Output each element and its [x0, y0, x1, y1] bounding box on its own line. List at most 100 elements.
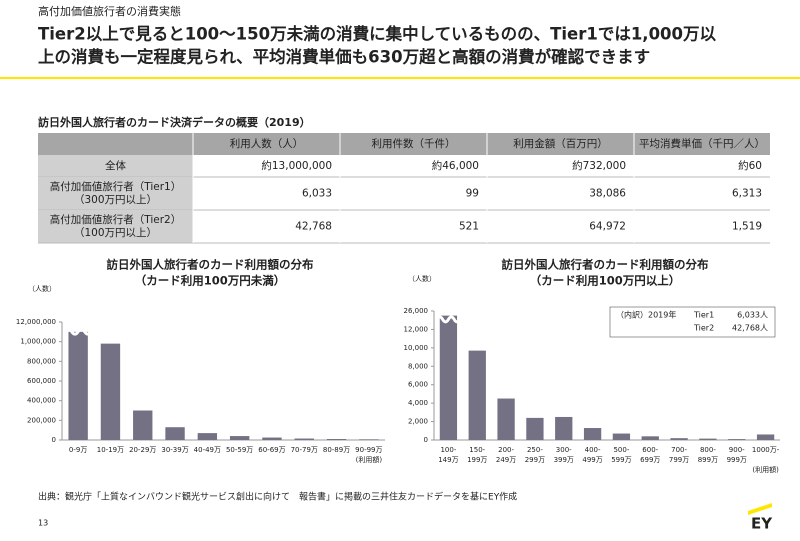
accent-line — [0, 77, 800, 79]
annotation-box — [609, 306, 776, 338]
cell: 約732,000 — [572, 159, 626, 172]
x-tick-label: 70-79万 — [291, 446, 318, 454]
y-axis-label: （人数） — [28, 284, 56, 293]
y-tick-label: 4,000 — [408, 399, 428, 407]
column-header: 利用金額（百万円） — [513, 137, 608, 150]
chart-title: 訪日外国人旅行者のカード利用額の分布 — [502, 258, 709, 272]
x-tick-label: 10-19万 — [97, 446, 124, 454]
x-tick-label: 700-799万 — [669, 446, 689, 464]
x-tick-label: 1000万- — [752, 446, 780, 454]
page-number: 13 — [38, 519, 48, 528]
bar — [670, 438, 688, 440]
bar — [756, 434, 775, 440]
annotation-heading: （内訳）2019年 — [616, 310, 676, 320]
table-header-bg — [38, 133, 770, 155]
x-tick-label: 30-39万 — [161, 446, 188, 454]
x-tick-label: 100-149万 — [438, 446, 458, 464]
y-tick-label: 400,000 — [27, 397, 56, 405]
x-tick-label: 40-49万 — [194, 446, 221, 454]
cell: 1,519 — [732, 221, 762, 233]
y-tick-label: 2,000 — [408, 418, 428, 426]
bar — [165, 427, 185, 440]
annotation-name: Tier2 — [693, 324, 714, 333]
x-axis-label: (利用額) — [356, 455, 383, 464]
cell: 99 — [466, 188, 479, 200]
cell: 約46,000 — [432, 159, 479, 172]
x-tick-label: 600-699万 — [640, 446, 660, 464]
x-tick-label: 300-399万 — [554, 446, 574, 464]
column-header: 利用件数（千件） — [372, 137, 456, 150]
y-tick-label: 1,000,000 — [20, 338, 56, 346]
bar — [359, 439, 379, 440]
cell: 6,033 — [302, 188, 332, 200]
y-tick-label: 26,000 — [404, 307, 429, 315]
logo-mark — [748, 503, 772, 515]
logo: EY — [751, 515, 773, 533]
bar — [100, 343, 121, 440]
cell: 38,086 — [589, 188, 626, 200]
x-tick-label: 150-199万 — [467, 446, 487, 464]
bar — [612, 433, 631, 440]
bar — [728, 439, 746, 440]
bar — [229, 436, 250, 440]
column-header: 利用人数（人） — [230, 137, 304, 150]
row-label-bg — [38, 210, 193, 243]
cell: 521 — [459, 221, 479, 233]
row-label-bg — [38, 177, 193, 210]
axis-break — [435, 315, 462, 324]
cell: 64,972 — [589, 221, 626, 233]
bar — [699, 438, 717, 440]
bar — [326, 439, 347, 440]
x-tick-label: 250-299万 — [525, 446, 545, 464]
cell: 約60 — [738, 159, 762, 172]
chart-title: 訪日外国人旅行者のカード利用額の分布 — [107, 258, 314, 272]
x-tick-label: 60-69万 — [258, 446, 285, 454]
bar — [468, 350, 486, 440]
y-tick-label: 8,000 — [408, 362, 428, 370]
x-tick-label: 20-29万 — [129, 446, 156, 454]
x-tick-label: 90-99万 — [355, 446, 382, 454]
axis-break — [63, 327, 93, 336]
x-tick-label: 50-59万 — [226, 446, 253, 454]
table-title: 訪日外国人旅行者のカード決済データの概要（2019） — [38, 115, 311, 129]
y-tick-label: 600,000 — [27, 377, 56, 385]
x-tick-label: 200-249万 — [496, 446, 516, 464]
bar — [439, 315, 458, 440]
row-label: （300万円以上） — [74, 194, 157, 206]
row-label: 高付加価値旅行者（Tier2） — [50, 213, 181, 226]
bar — [68, 331, 88, 440]
y-tick-label: 12,000 — [404, 325, 429, 333]
x-tick-label: 0-9万 — [69, 446, 87, 454]
headline: Tier2以上で見ると100～150万未満の消費に集中しているものの、Tier1… — [38, 24, 717, 44]
bar — [197, 433, 218, 440]
y-tick-label: 800,000 — [27, 357, 56, 365]
cell: 約13,000,000 — [261, 159, 332, 172]
chart-title: （カード利用100万円以上） — [530, 274, 681, 288]
annotation-value: 6,033人 — [737, 311, 768, 320]
y-tick-label: 10,000 — [404, 344, 429, 352]
x-tick-label: 900-999万 — [727, 446, 747, 464]
x-tick-label: 800-899万 — [698, 446, 718, 464]
y-axis-label: （人数） — [408, 274, 436, 283]
cell: 42,768 — [295, 221, 332, 233]
row-label: 高付加価値旅行者（Tier1） — [50, 180, 181, 193]
bar — [641, 436, 659, 440]
row-label-bg — [38, 155, 193, 177]
row-label: 全体 — [105, 159, 126, 172]
bar — [526, 417, 544, 440]
headline: 上の消費も一定程度見られ、平均消費単価も630万超と高額の消費が確認できます — [38, 47, 650, 67]
x-tick-label: 500-599万 — [611, 446, 631, 464]
y-tick-label: 12,000,000 — [16, 318, 56, 326]
source: 出典：観光庁「上質なインバウンド観光サービス創出に向けて 報告書」に掲載の三井住… — [38, 491, 517, 503]
column-header: 平均消費単価（千円／人） — [639, 137, 765, 150]
bar — [497, 398, 515, 440]
annotation-value: 42,768人 — [732, 324, 768, 333]
y-tick-label: 0 — [52, 436, 56, 444]
x-tick-label: 80-89万 — [323, 446, 350, 454]
bar — [262, 437, 282, 440]
bar — [133, 410, 153, 440]
row-label: （100万円以上） — [74, 227, 157, 239]
annotation-name: Tier1 — [693, 311, 714, 320]
chart-title: （カード利用100万円未満） — [135, 274, 286, 288]
